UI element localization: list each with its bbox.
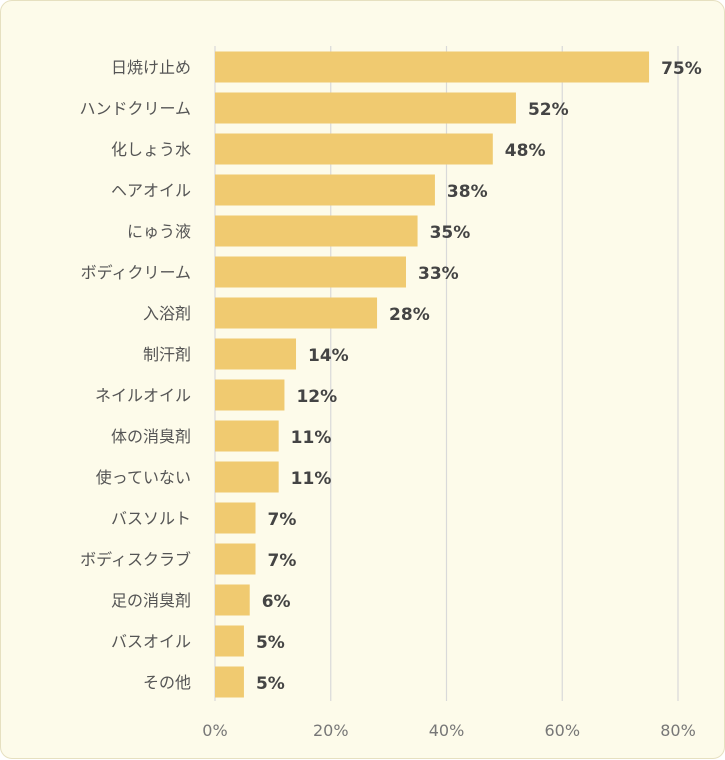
category-label: ハンドクリーム bbox=[79, 99, 191, 118]
value-label: 38% bbox=[447, 182, 488, 202]
value-label: 5% bbox=[256, 633, 285, 653]
value-label: 75% bbox=[661, 59, 702, 79]
category-label: その他 bbox=[143, 673, 191, 692]
bar bbox=[215, 215, 418, 247]
bar bbox=[215, 502, 256, 534]
category-label: バスソルト bbox=[111, 509, 191, 528]
category-label: 制汗剤 bbox=[143, 345, 191, 364]
bar bbox=[215, 297, 378, 329]
category-label: 入浴剤 bbox=[143, 304, 191, 323]
bar bbox=[215, 379, 285, 411]
category-label: 体の消臭剤 bbox=[111, 427, 191, 446]
value-label: 35% bbox=[430, 223, 471, 243]
value-label: 6% bbox=[262, 592, 291, 612]
value-label: 7% bbox=[268, 551, 297, 571]
value-label: 11% bbox=[291, 469, 332, 489]
category-label: ヘアオイル bbox=[111, 181, 191, 200]
category-label: 日焼け止め bbox=[111, 58, 191, 77]
bar bbox=[215, 133, 493, 165]
bar bbox=[215, 256, 406, 288]
value-label: 11% bbox=[291, 428, 332, 448]
category-label: ボディクリーム bbox=[81, 263, 191, 282]
value-label: 7% bbox=[268, 510, 297, 530]
bar bbox=[215, 584, 250, 616]
category-label: ボディスクラブ bbox=[80, 550, 191, 569]
bar bbox=[215, 420, 279, 452]
bar bbox=[215, 666, 244, 698]
x-tick-label: 20% bbox=[313, 721, 349, 740]
value-label: 48% bbox=[505, 141, 546, 161]
category-label: バスオイル bbox=[111, 632, 191, 651]
x-tick-label: 60% bbox=[544, 721, 580, 740]
value-label: 52% bbox=[528, 100, 569, 120]
x-tick-label: 0% bbox=[202, 721, 227, 740]
value-label: 14% bbox=[308, 346, 349, 366]
bar bbox=[215, 51, 650, 83]
bar bbox=[215, 543, 256, 575]
x-tick-label: 40% bbox=[429, 721, 465, 740]
category-label: 使っていない bbox=[96, 468, 191, 487]
value-label: 5% bbox=[256, 674, 285, 694]
bar bbox=[215, 338, 297, 370]
x-tick-label: 80% bbox=[660, 721, 696, 740]
category-label: 足の消臭剤 bbox=[111, 591, 191, 610]
category-label: にゅう液 bbox=[127, 222, 191, 241]
value-label: 33% bbox=[418, 264, 459, 284]
category-label: 化しょう水 bbox=[111, 140, 191, 159]
value-label: 28% bbox=[389, 305, 430, 325]
category-label: ネイルオイル bbox=[95, 386, 191, 405]
bar bbox=[215, 461, 279, 493]
value-label: 12% bbox=[296, 387, 337, 407]
bar bbox=[215, 625, 244, 657]
bar bbox=[215, 92, 516, 124]
bar bbox=[215, 174, 435, 206]
